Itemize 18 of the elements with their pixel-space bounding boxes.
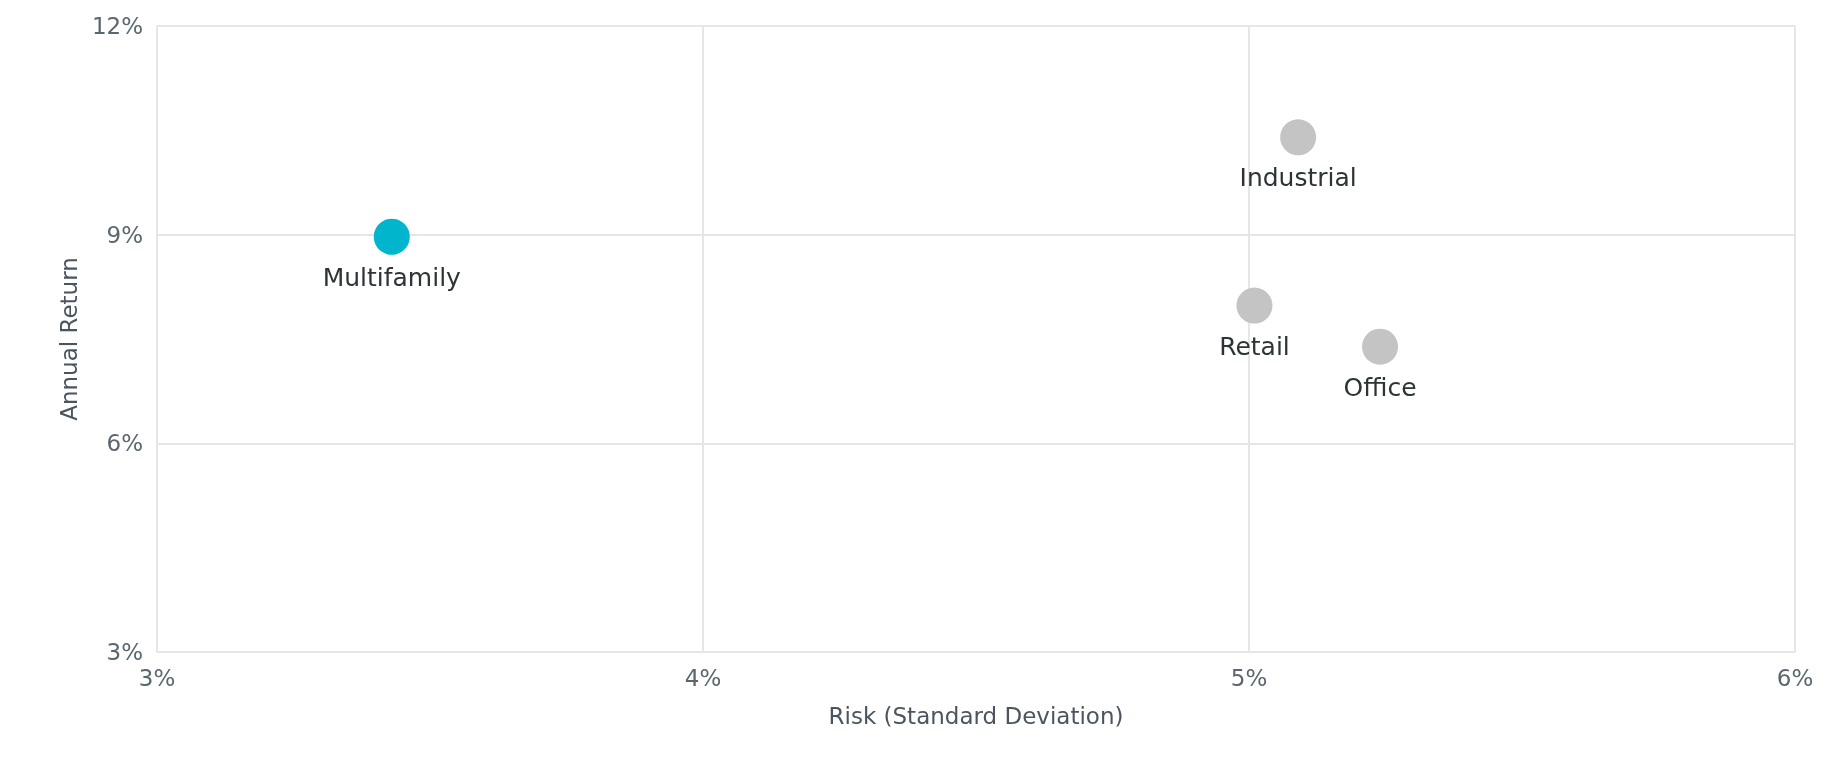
- point: [373, 218, 410, 255]
- y-tick-label: 9%: [106, 221, 143, 248]
- x-tick-label: 4%: [684, 664, 722, 691]
- point: [1280, 119, 1317, 156]
- y-tick-label: 12%: [91, 13, 143, 39]
- point: [1236, 287, 1273, 324]
- series-label: Multifamily: [322, 262, 462, 292]
- x-axis-title: Risk (Standard Deviation): [828, 702, 1124, 729]
- x-tick-label: 6%: [1776, 664, 1814, 691]
- x-tick-label: 3%: [138, 664, 176, 691]
- y-tick-label: 6%: [106, 430, 143, 457]
- x-tick-label: 5%: [1230, 664, 1268, 691]
- y-tick-label: 3%: [106, 639, 143, 665]
- series-label: Industrial: [1239, 163, 1357, 193]
- series-label: Office: [1343, 372, 1417, 402]
- y-axis-title: Annual Return: [56, 257, 83, 421]
- series-label: Retail: [1219, 331, 1290, 361]
- point: [1362, 328, 1399, 365]
